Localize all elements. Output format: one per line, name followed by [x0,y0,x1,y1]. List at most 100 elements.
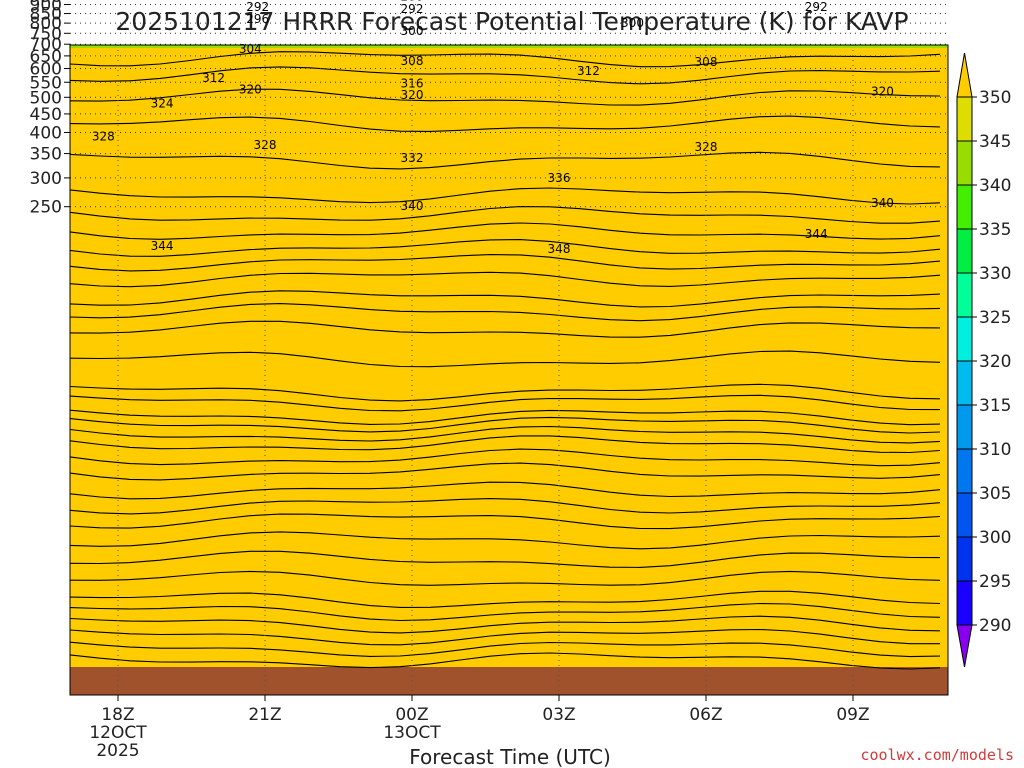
contour-line [69,531,941,550]
y-tick-label: 400 [30,124,62,144]
contour-label: 288 [401,0,424,3]
contour-line [69,409,941,426]
color-band [70,48,948,695]
contour-line [69,51,941,68]
colorbar-tick-label: 295 [979,572,1011,592]
y-tick-label: 850 [30,5,62,25]
y-tick-label: 700 [30,35,62,55]
y-tick-label: 300 [30,169,62,189]
contour-line [69,570,941,586]
x-tick-label: 06Z [689,705,722,725]
contour-label: 344 [805,227,828,241]
contour-line [69,383,941,402]
pressure-axis: 250 300 3504004505005506006507007508008509… [30,0,70,218]
contour-label: 328 [254,138,277,152]
colorbar-tick-label: 320 [979,352,1011,372]
contour-label: 292 [401,2,424,16]
y-tick-label: 450 [30,105,62,125]
contour-line [69,550,941,568]
x-tick-label: 00Z [395,705,428,725]
contour-line [69,513,941,530]
contour-label: 332 [401,151,424,165]
colorbar-segment [956,448,973,494]
x-tick-label: 21Z [248,705,281,725]
contour-line [69,66,941,85]
contour-label: 348 [548,242,571,256]
x-tick-date-label: 13OCT [383,723,441,743]
colorbar-segment [956,184,973,230]
contour-line [69,590,941,608]
y-tick-label: 650 [30,47,62,67]
contour-label: 320 [401,88,424,102]
contour-line [69,222,941,240]
colorbar-segment [956,96,973,142]
contour-line [69,115,941,132]
contour-label: 300 [401,24,424,38]
colorbar-tick-label: 340 [979,176,1011,196]
contour-line [69,290,941,308]
contour-line [69,239,941,257]
colorbar-segment [956,140,973,186]
contour-line [69,416,941,434]
x-tick-label: 03Z [542,705,575,725]
contour-line [69,652,941,670]
y-tick-label: 350 [30,145,62,165]
colorbar-segment [956,404,973,450]
contour-line [69,481,941,500]
contour-label: 340 [871,196,894,210]
contour-line [69,88,941,106]
contour-line [69,602,941,622]
contour-label: 328 [92,130,115,144]
y-tick-label: 550 [30,73,62,93]
colorbar-tick-label: 315 [979,396,1011,416]
colorbar-segment [956,272,973,318]
contour-line [69,498,941,515]
x-tick-date-label: 2025 [96,741,139,761]
contour-line [69,435,941,454]
credit-text: coolwx.com/models [860,746,1014,764]
y-tick-label: 500 [30,88,62,108]
colorbar-tick-label: 345 [979,132,1011,152]
contour-line [69,448,941,467]
contour-label: 296 [246,12,269,26]
y-tick-label: 800 [30,14,62,34]
contour-label: 308 [695,55,718,69]
contour-line [69,462,941,481]
contour-label: 300 [621,16,644,30]
colorbar-lower-arrow [956,624,973,668]
contour-line [69,641,941,658]
colorbar: 290 295 300 305 310 315 320 325 330 335 340 345 350 [956,52,1011,668]
contour-label: 292 [805,0,828,14]
colorbar-segment [956,492,973,538]
colorbar-tick-label: 290 [979,616,1011,636]
y-tick-label: 750 [30,24,62,44]
contour-label: 288 [805,0,828,3]
contour-line [69,187,941,205]
colorbar-tick-label: 330 [979,264,1011,284]
contour-label: 292 [246,0,269,14]
contour-label: 344 [151,239,174,253]
y-tick-label: 250 [30,198,62,218]
y-tick-label: 900 [30,0,62,16]
contour-line [69,350,941,368]
contour-label: 340 [401,199,424,213]
y-tick-label: 600 [30,60,62,80]
contour-label: 316 [401,77,424,91]
plot-frame [69,44,949,696]
colorbar-upper-arrow [956,52,973,98]
contour-label: 336 [548,171,571,185]
contour-line [69,254,941,272]
contour-line [69,628,940,646]
x-tick-label: 09Z [836,705,869,725]
y-tick-label: 950 [30,0,62,7]
contour-label: 312 [202,71,225,85]
colorbar-segment [956,360,973,406]
colorbar-segment [956,580,973,626]
colorbar-segment [956,228,973,274]
contour-label: 320 [239,83,262,97]
colorbar-tick-label: 350 [979,88,1011,108]
